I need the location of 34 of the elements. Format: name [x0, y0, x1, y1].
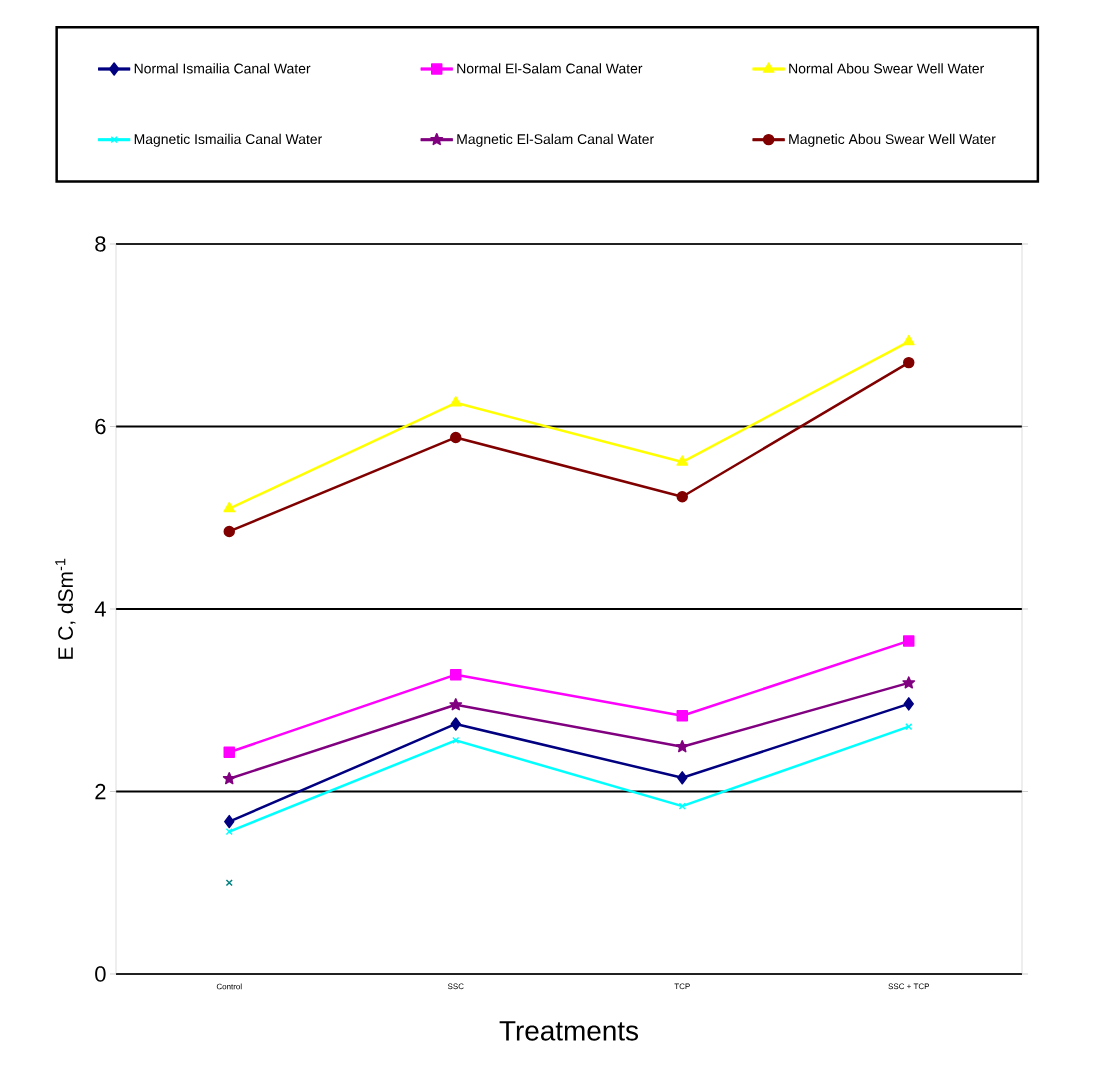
legend-label: Magnetic El-Salam Canal Water	[457, 133, 654, 147]
point	[676, 710, 688, 722]
point	[677, 771, 688, 785]
point	[222, 771, 236, 785]
point	[903, 697, 914, 711]
point	[903, 635, 915, 647]
point	[675, 740, 689, 753]
point	[450, 431, 462, 444]
point	[676, 491, 688, 503]
legend-label: Normal El-Salam Canal Water	[457, 63, 643, 74]
y-tick-label: 6	[95, 418, 106, 435]
y-tick-label: 8	[95, 236, 106, 252]
x-axis-title: Treatments	[499, 1021, 639, 1041]
point	[224, 814, 235, 829]
legend-label: Normal Ismailia Canal Water	[134, 63, 311, 74]
point	[449, 396, 462, 407]
point	[225, 879, 233, 887]
point	[450, 668, 462, 681]
legend-label: Magnetic Ismailia Canal Water	[134, 133, 323, 147]
y-tick-label: 0	[95, 966, 106, 982]
point	[902, 676, 916, 689]
point	[903, 356, 915, 369]
point	[902, 334, 915, 346]
y-tick-label: 4	[94, 601, 106, 617]
y-tick-label: 2	[95, 783, 106, 800]
point	[676, 455, 689, 466]
point	[223, 746, 235, 758]
legend-label: Normal Abou Swear Well Water	[789, 63, 984, 74]
point	[450, 717, 461, 731]
point	[449, 698, 463, 711]
point	[223, 501, 236, 513]
point	[223, 525, 235, 538]
y-axis-title: E C, dSm$^{-1}$	[55, 558, 76, 659]
legend-label: Magnetic Abou Swear Well Water	[789, 133, 996, 147]
